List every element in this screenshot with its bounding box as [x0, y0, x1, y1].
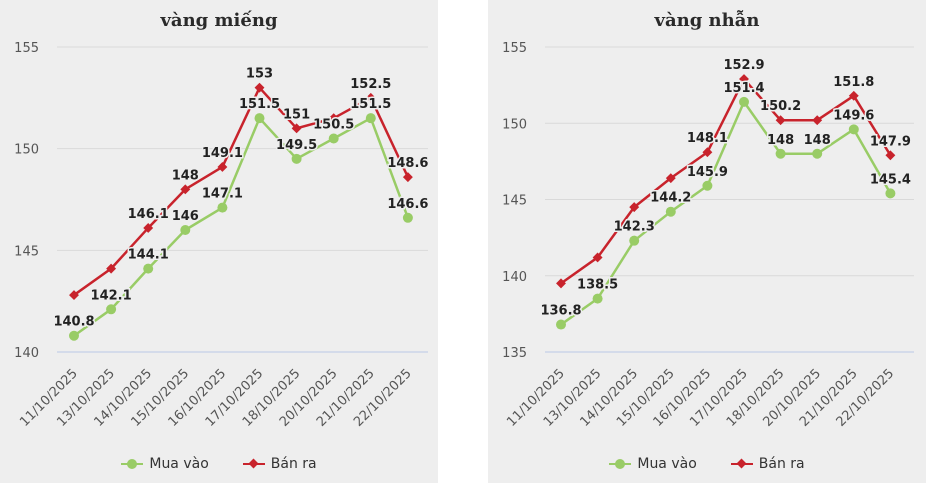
point-buy — [180, 225, 191, 235]
legend-item-buy[interactable]: Mua vào — [609, 456, 697, 472]
series-line-sell — [560, 77, 892, 285]
point-buy — [69, 330, 79, 341]
series-line-sell — [73, 86, 410, 297]
point-sell — [885, 150, 896, 161]
data-label: 144.2 — [650, 191, 691, 206]
diamond-marker-icon — [730, 458, 753, 470]
point-sell — [812, 115, 823, 126]
data-label: 142.1 — [91, 288, 132, 303]
point-sell — [402, 172, 413, 183]
data-label: 138.5 — [577, 278, 618, 293]
data-label: 144.1 — [128, 248, 169, 263]
chart-title: vàng miếng — [160, 10, 278, 31]
legend-label-sell: Bán ra — [270, 456, 317, 472]
point-buy — [775, 148, 786, 159]
legend-label-buy: Mua vào — [637, 456, 697, 472]
point-sell — [848, 90, 859, 101]
data-label: 151.5 — [350, 97, 391, 112]
data-label: 149.1 — [202, 146, 243, 161]
point-buy — [848, 124, 859, 135]
chart-plot-vang-mieng: 14014515015511/10/202513/10/202514/10/20… — [14, 41, 430, 430]
data-label: 147.1 — [202, 187, 243, 202]
point-buy — [739, 96, 749, 107]
data-label: 146.6 — [387, 197, 428, 212]
point-buy — [629, 235, 640, 246]
data-label: 148 — [172, 168, 199, 183]
y-tick-label: 135 — [502, 346, 527, 361]
y-tick-label: 155 — [502, 41, 527, 56]
data-label: 142.3 — [614, 220, 655, 235]
point-sell — [739, 74, 749, 84]
point-buy — [217, 202, 228, 213]
data-label: 150.2 — [760, 99, 801, 114]
point-sell — [556, 278, 566, 289]
data-label: 151.4 — [723, 81, 764, 96]
data-label: 149.5 — [276, 138, 317, 153]
legend-item-sell[interactable]: Bán ra — [242, 456, 317, 472]
data-label: 151.5 — [239, 97, 280, 112]
y-tick-label: 150 — [502, 117, 527, 132]
data-label: 140.8 — [53, 315, 94, 330]
point-buy — [291, 153, 302, 164]
point-buy — [365, 113, 376, 124]
point-buy — [812, 148, 823, 159]
chart-panel-vang-nhan: vàng nhẫn 135 140 145 150 155 11/10/2025 13/10… — [488, 0, 926, 483]
point-buy — [556, 319, 566, 330]
y-tick-label: 145 — [14, 244, 39, 259]
series-line-buy — [560, 100, 892, 326]
data-label: 153 — [246, 67, 273, 82]
legend: Mua vào Bán ra — [0, 456, 438, 472]
data-label: 147.9 — [870, 134, 911, 149]
y-tick-label: 150 — [14, 143, 39, 158]
point-sell — [217, 162, 228, 172]
legend-item-sell[interactable]: Bán ra — [730, 456, 805, 472]
data-label: 148.6 — [387, 156, 428, 171]
data-label: 146 — [172, 209, 199, 224]
point-buy — [143, 263, 154, 274]
diamond-marker-icon — [242, 458, 265, 470]
point-sell — [143, 223, 154, 233]
point-sell — [291, 123, 302, 134]
point-buy — [665, 206, 676, 217]
point-buy — [885, 188, 896, 199]
y-tick-label: 155 — [14, 41, 39, 56]
chart-plot-vang-nhan: 13514014515015511/10/202513/10/202514/10… — [502, 41, 914, 430]
data-label: 148 — [804, 133, 831, 148]
point-buy — [106, 304, 117, 315]
data-label: 151.8 — [833, 75, 874, 90]
data-label: 151 — [283, 107, 310, 122]
point-buy — [592, 293, 603, 304]
point-buy — [702, 180, 713, 191]
data-label: 149.6 — [833, 108, 874, 123]
data-label: 146.1 — [128, 207, 169, 222]
data-label: 152.5 — [350, 77, 391, 92]
chart-panel-vang-mieng: vàng miếng 140 145 150 155 11/10/2025 13/10/2… — [0, 0, 438, 483]
legend: Mua vào Bán ra — [488, 456, 926, 472]
point-buy — [254, 113, 265, 124]
data-label: 152.9 — [723, 58, 764, 73]
legend-item-buy[interactable]: Mua vào — [121, 456, 209, 472]
series-line-buy — [73, 116, 410, 337]
data-label: 148.1 — [687, 131, 728, 146]
chart-title: vàng nhẫn — [654, 10, 760, 31]
y-tick-label: 145 — [502, 194, 527, 209]
y-tick-label: 140 — [502, 270, 527, 285]
data-label: 148 — [767, 133, 794, 148]
y-tick-label: 140 — [14, 346, 39, 361]
point-sell — [180, 184, 191, 195]
point-buy — [328, 133, 339, 144]
point-buy — [402, 212, 413, 223]
legend-label-sell: Bán ra — [758, 456, 805, 472]
legend-label-buy: Mua vào — [149, 456, 209, 472]
data-label: 145.9 — [687, 165, 728, 180]
data-label: 136.8 — [540, 304, 581, 319]
circle-marker-icon — [609, 458, 632, 470]
data-label: 150.5 — [313, 118, 354, 133]
point-sell — [702, 147, 713, 158]
circle-marker-icon — [121, 458, 144, 470]
data-label: 145.4 — [870, 172, 911, 187]
